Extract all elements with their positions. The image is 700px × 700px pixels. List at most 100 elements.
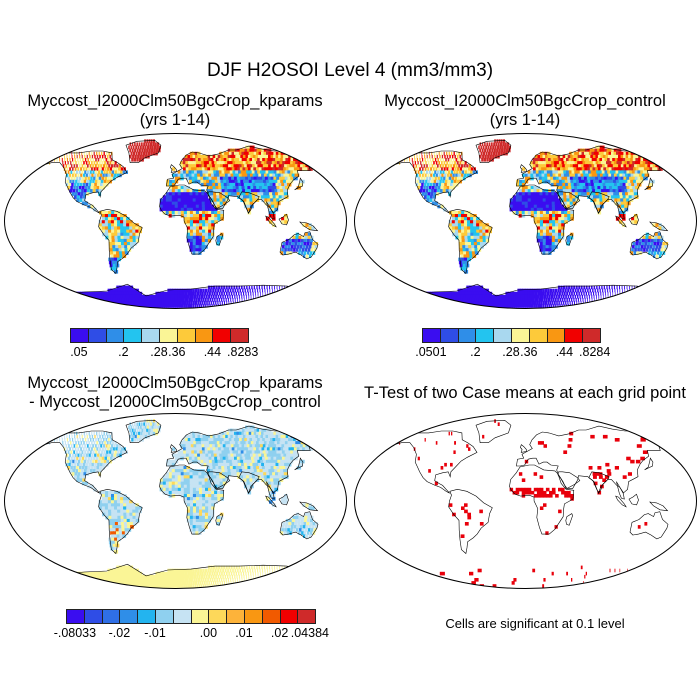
map-cell: [279, 291, 280, 296]
map-cell: [611, 167, 616, 171]
coastline: [170, 164, 177, 173]
map-cell: [653, 154, 659, 159]
map-cell: [614, 176, 620, 181]
map-cell: [256, 447, 261, 451]
map-cell: [268, 189, 273, 193]
map-cell: [180, 170, 184, 174]
map-cell: [279, 285, 280, 290]
map-cell: [220, 154, 225, 159]
map-cell: [249, 304, 251, 308]
map-cell: [620, 201, 625, 206]
map-cell: [474, 285, 479, 290]
map-cell: [239, 167, 244, 171]
map-cell: [222, 154, 227, 159]
map-cell: [150, 431, 153, 436]
map-cell: [475, 301, 481, 305]
map-cell: [74, 154, 76, 159]
map-cell: [295, 431, 302, 436]
map-cell: [248, 192, 253, 196]
map-cell: [182, 441, 186, 445]
map-cell: [548, 192, 552, 196]
map-cell: [461, 235, 466, 240]
map-cell: [440, 301, 446, 305]
map-cell: [557, 235, 562, 240]
map-cell: [427, 167, 430, 171]
map-cell: [144, 154, 148, 159]
map-cell: [411, 151, 413, 156]
map-cell: [69, 434, 70, 439]
map-cell: [305, 154, 312, 159]
map-cell: [398, 158, 400, 162]
map-cell: [452, 186, 455, 190]
map-cell: [153, 294, 157, 299]
map-cell: [113, 220, 118, 224]
map-cell: [233, 189, 238, 193]
map-cell: [144, 294, 148, 299]
map-cell: [204, 192, 208, 196]
map-cell: [201, 198, 206, 202]
map-cell: [569, 161, 574, 165]
map-cell: [274, 288, 276, 293]
map-cell: [205, 226, 209, 230]
map-cell: [524, 192, 529, 196]
map-cell: [431, 154, 433, 159]
map-cell: [102, 182, 106, 187]
map-cell: [414, 298, 421, 302]
map-cell: [194, 170, 198, 174]
map-cell: [201, 291, 204, 296]
map-cell: [232, 182, 237, 187]
map-cell: [460, 158, 463, 162]
map-cell: [563, 201, 568, 206]
map-cell: [221, 186, 225, 190]
map-cell: [299, 298, 303, 302]
map-cell: [296, 288, 298, 293]
map-cell: [192, 301, 195, 305]
map-cell: [216, 242, 220, 246]
map-cell: [542, 229, 547, 234]
map-cell: [208, 173, 212, 178]
map-cell: [55, 298, 62, 302]
map-cell: [595, 154, 600, 159]
map-cell: [248, 285, 251, 290]
map-cell: [162, 210, 167, 215]
map-cell: [404, 294, 411, 299]
map-cell: [261, 167, 266, 171]
map-cell: [460, 254, 465, 258]
map-cell: [480, 151, 483, 156]
map-cell: [613, 301, 615, 305]
map-cell: [608, 167, 614, 171]
map-cell: [260, 434, 266, 439]
map-cell: [83, 151, 85, 156]
map-cell: [65, 164, 68, 168]
map-cell: [266, 428, 272, 433]
map-cell: [140, 431, 143, 436]
map-cell: [220, 210, 224, 215]
map-cell: [560, 167, 564, 171]
map-cell: [120, 167, 124, 171]
map-cell: [562, 182, 566, 187]
map-cell: [427, 173, 430, 178]
map-cell: [218, 291, 221, 296]
map-cell: [620, 154, 626, 159]
map-cell: [226, 447, 231, 451]
map-cell: [257, 158, 262, 162]
map-cell: [109, 263, 114, 268]
map-cell: [494, 294, 498, 299]
map-cell: [58, 304, 66, 308]
map-cell: [516, 179, 520, 184]
map-cell: [529, 301, 532, 305]
map-cell: [610, 179, 615, 184]
map-cell: [190, 154, 194, 159]
map-cell: [637, 176, 643, 181]
map-cell: [246, 195, 250, 199]
map-cell: [278, 294, 280, 299]
map-cell: [641, 242, 645, 246]
map-cell: [533, 210, 538, 215]
map-cell: [478, 301, 483, 305]
map-cell: [270, 158, 275, 162]
map-cell: [70, 450, 73, 454]
map-cell: [518, 204, 523, 209]
map-cell: [161, 301, 165, 305]
map-cell: [447, 304, 453, 308]
map-cell: [99, 304, 105, 308]
